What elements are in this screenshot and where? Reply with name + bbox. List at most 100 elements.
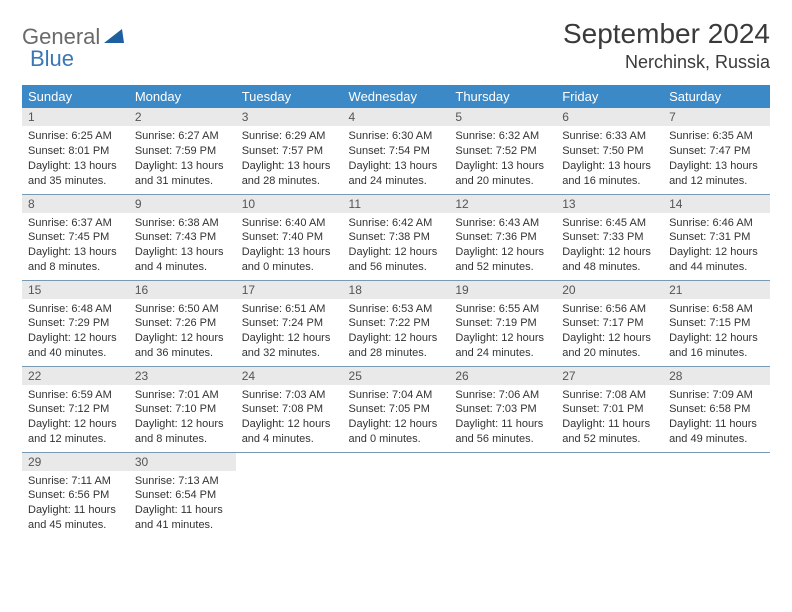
calendar-day-cell: 7Sunrise: 6:35 AMSunset: 7:47 PMDaylight… xyxy=(663,108,770,194)
day-info: Sunrise: 6:56 AMSunset: 7:17 PMDaylight:… xyxy=(556,299,663,365)
month-title: September 2024 xyxy=(563,18,770,50)
logo-triangle-icon xyxy=(104,27,124,48)
day-info: Sunrise: 6:27 AMSunset: 7:59 PMDaylight:… xyxy=(129,126,236,192)
calendar-day-cell: 18Sunrise: 6:53 AMSunset: 7:22 PMDayligh… xyxy=(343,280,450,366)
day-number: 30 xyxy=(129,453,236,471)
day-info: Sunrise: 7:13 AMSunset: 6:54 PMDaylight:… xyxy=(129,471,236,537)
calendar-table: SundayMondayTuesdayWednesdayThursdayFrid… xyxy=(22,85,770,538)
calendar-day-cell: 30Sunrise: 7:13 AMSunset: 6:54 PMDayligh… xyxy=(129,452,236,538)
day-info: Sunrise: 7:09 AMSunset: 6:58 PMDaylight:… xyxy=(663,385,770,451)
calendar-day-cell: 4Sunrise: 6:30 AMSunset: 7:54 PMDaylight… xyxy=(343,108,450,194)
day-number: 28 xyxy=(663,367,770,385)
day-header: Friday xyxy=(556,85,663,108)
day-number: 12 xyxy=(449,195,556,213)
day-number: 27 xyxy=(556,367,663,385)
day-number: 8 xyxy=(22,195,129,213)
calendar-day-cell: 20Sunrise: 6:56 AMSunset: 7:17 PMDayligh… xyxy=(556,280,663,366)
day-number: 18 xyxy=(343,281,450,299)
day-number: 29 xyxy=(22,453,129,471)
calendar-day-cell: 9Sunrise: 6:38 AMSunset: 7:43 PMDaylight… xyxy=(129,194,236,280)
calendar-week-row: 29Sunrise: 7:11 AMSunset: 6:56 PMDayligh… xyxy=(22,452,770,538)
calendar-day-cell: 6Sunrise: 6:33 AMSunset: 7:50 PMDaylight… xyxy=(556,108,663,194)
day-number: 23 xyxy=(129,367,236,385)
day-number: 21 xyxy=(663,281,770,299)
day-number: 16 xyxy=(129,281,236,299)
day-header: Wednesday xyxy=(343,85,450,108)
day-number: 26 xyxy=(449,367,556,385)
day-info: Sunrise: 7:08 AMSunset: 7:01 PMDaylight:… xyxy=(556,385,663,451)
header: General September 2024 Nerchinsk, Russia xyxy=(22,18,770,73)
calendar-week-row: 1Sunrise: 6:25 AMSunset: 8:01 PMDaylight… xyxy=(22,108,770,194)
calendar-week-row: 15Sunrise: 6:48 AMSunset: 7:29 PMDayligh… xyxy=(22,280,770,366)
day-info: Sunrise: 6:35 AMSunset: 7:47 PMDaylight:… xyxy=(663,126,770,192)
day-info: Sunrise: 6:38 AMSunset: 7:43 PMDaylight:… xyxy=(129,213,236,279)
day-info: Sunrise: 6:50 AMSunset: 7:26 PMDaylight:… xyxy=(129,299,236,365)
calendar-day-cell: 28Sunrise: 7:09 AMSunset: 6:58 PMDayligh… xyxy=(663,366,770,452)
calendar-day-cell: 12Sunrise: 6:43 AMSunset: 7:36 PMDayligh… xyxy=(449,194,556,280)
day-number: 20 xyxy=(556,281,663,299)
calendar-day-cell: 19Sunrise: 6:55 AMSunset: 7:19 PMDayligh… xyxy=(449,280,556,366)
calendar-day-cell: 10Sunrise: 6:40 AMSunset: 7:40 PMDayligh… xyxy=(236,194,343,280)
calendar-day-cell: 29Sunrise: 7:11 AMSunset: 6:56 PMDayligh… xyxy=(22,452,129,538)
calendar-day-cell: 8Sunrise: 6:37 AMSunset: 7:45 PMDaylight… xyxy=(22,194,129,280)
calendar-day-cell: 17Sunrise: 6:51 AMSunset: 7:24 PMDayligh… xyxy=(236,280,343,366)
logo-text-blue: Blue xyxy=(30,46,74,72)
calendar-day-cell: 1Sunrise: 6:25 AMSunset: 8:01 PMDaylight… xyxy=(22,108,129,194)
calendar-week-row: 22Sunrise: 6:59 AMSunset: 7:12 PMDayligh… xyxy=(22,366,770,452)
day-info: Sunrise: 6:53 AMSunset: 7:22 PMDaylight:… xyxy=(343,299,450,365)
day-info: Sunrise: 6:45 AMSunset: 7:33 PMDaylight:… xyxy=(556,213,663,279)
calendar-day-cell xyxy=(236,452,343,538)
day-info: Sunrise: 6:46 AMSunset: 7:31 PMDaylight:… xyxy=(663,213,770,279)
title-block: September 2024 Nerchinsk, Russia xyxy=(563,18,770,73)
day-info: Sunrise: 6:51 AMSunset: 7:24 PMDaylight:… xyxy=(236,299,343,365)
day-header: Sunday xyxy=(22,85,129,108)
calendar-week-row: 8Sunrise: 6:37 AMSunset: 7:45 PMDaylight… xyxy=(22,194,770,280)
day-number: 13 xyxy=(556,195,663,213)
calendar-day-cell: 5Sunrise: 6:32 AMSunset: 7:52 PMDaylight… xyxy=(449,108,556,194)
day-header: Saturday xyxy=(663,85,770,108)
calendar-day-cell: 13Sunrise: 6:45 AMSunset: 7:33 PMDayligh… xyxy=(556,194,663,280)
calendar-day-cell: 25Sunrise: 7:04 AMSunset: 7:05 PMDayligh… xyxy=(343,366,450,452)
calendar-day-cell: 14Sunrise: 6:46 AMSunset: 7:31 PMDayligh… xyxy=(663,194,770,280)
day-info: Sunrise: 6:42 AMSunset: 7:38 PMDaylight:… xyxy=(343,213,450,279)
day-info: Sunrise: 6:32 AMSunset: 7:52 PMDaylight:… xyxy=(449,126,556,192)
calendar-day-cell: 3Sunrise: 6:29 AMSunset: 7:57 PMDaylight… xyxy=(236,108,343,194)
calendar-header-row: SundayMondayTuesdayWednesdayThursdayFrid… xyxy=(22,85,770,108)
day-number: 17 xyxy=(236,281,343,299)
day-number: 19 xyxy=(449,281,556,299)
day-info: Sunrise: 6:48 AMSunset: 7:29 PMDaylight:… xyxy=(22,299,129,365)
day-number: 22 xyxy=(22,367,129,385)
calendar-day-cell: 2Sunrise: 6:27 AMSunset: 7:59 PMDaylight… xyxy=(129,108,236,194)
calendar-body: 1Sunrise: 6:25 AMSunset: 8:01 PMDaylight… xyxy=(22,108,770,538)
calendar-day-cell: 26Sunrise: 7:06 AMSunset: 7:03 PMDayligh… xyxy=(449,366,556,452)
day-info: Sunrise: 6:29 AMSunset: 7:57 PMDaylight:… xyxy=(236,126,343,192)
day-number: 11 xyxy=(343,195,450,213)
day-info: Sunrise: 6:43 AMSunset: 7:36 PMDaylight:… xyxy=(449,213,556,279)
day-number: 2 xyxy=(129,108,236,126)
calendar-day-cell: 16Sunrise: 6:50 AMSunset: 7:26 PMDayligh… xyxy=(129,280,236,366)
day-header: Tuesday xyxy=(236,85,343,108)
day-info: Sunrise: 7:01 AMSunset: 7:10 PMDaylight:… xyxy=(129,385,236,451)
calendar-day-cell xyxy=(343,452,450,538)
day-info: Sunrise: 6:37 AMSunset: 7:45 PMDaylight:… xyxy=(22,213,129,279)
day-header: Monday xyxy=(129,85,236,108)
day-number: 10 xyxy=(236,195,343,213)
day-info: Sunrise: 6:59 AMSunset: 7:12 PMDaylight:… xyxy=(22,385,129,451)
day-info: Sunrise: 6:40 AMSunset: 7:40 PMDaylight:… xyxy=(236,213,343,279)
day-info: Sunrise: 7:06 AMSunset: 7:03 PMDaylight:… xyxy=(449,385,556,451)
calendar-day-cell: 11Sunrise: 6:42 AMSunset: 7:38 PMDayligh… xyxy=(343,194,450,280)
day-number: 24 xyxy=(236,367,343,385)
calendar-day-cell: 27Sunrise: 7:08 AMSunset: 7:01 PMDayligh… xyxy=(556,366,663,452)
day-info: Sunrise: 6:58 AMSunset: 7:15 PMDaylight:… xyxy=(663,299,770,365)
location: Nerchinsk, Russia xyxy=(563,52,770,73)
day-info: Sunrise: 7:03 AMSunset: 7:08 PMDaylight:… xyxy=(236,385,343,451)
calendar-day-cell: 15Sunrise: 6:48 AMSunset: 7:29 PMDayligh… xyxy=(22,280,129,366)
calendar-day-cell: 22Sunrise: 6:59 AMSunset: 7:12 PMDayligh… xyxy=(22,366,129,452)
day-number: 3 xyxy=(236,108,343,126)
day-number: 14 xyxy=(663,195,770,213)
calendar-day-cell xyxy=(556,452,663,538)
calendar-day-cell xyxy=(449,452,556,538)
day-number: 15 xyxy=(22,281,129,299)
day-number: 9 xyxy=(129,195,236,213)
day-info: Sunrise: 6:33 AMSunset: 7:50 PMDaylight:… xyxy=(556,126,663,192)
